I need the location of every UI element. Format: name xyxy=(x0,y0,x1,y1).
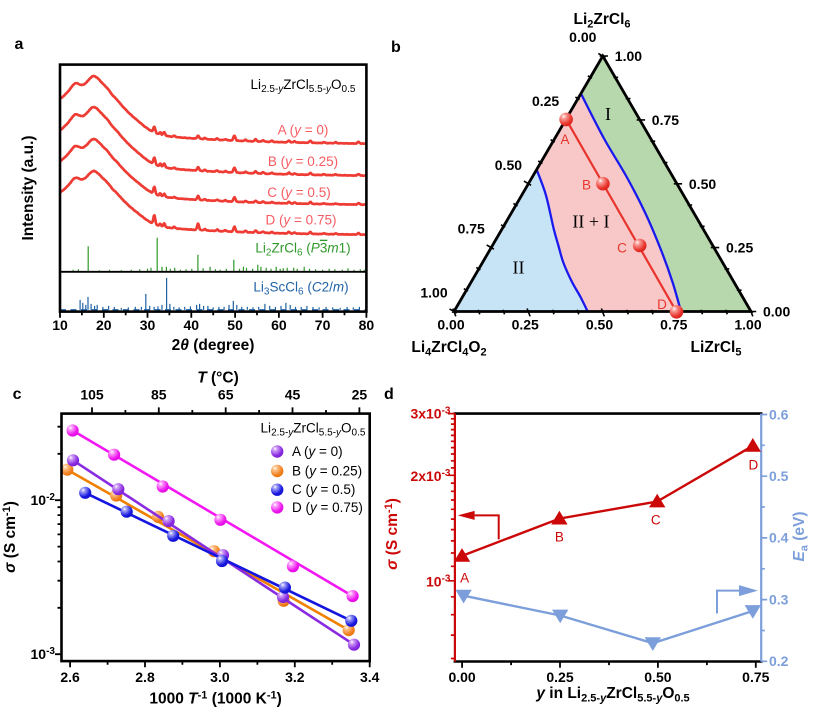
svg-text:σ (S cm-1): σ (S cm-1) xyxy=(383,498,401,570)
svg-text:d: d xyxy=(384,386,394,403)
svg-text:85: 85 xyxy=(151,387,167,403)
svg-text:D: D xyxy=(657,297,667,312)
svg-text:Li2ZrCl6 (P3m1): Li2ZrCl6 (P3m1) xyxy=(255,241,350,259)
svg-text:σ (S cm-1): σ (S cm-1) xyxy=(1,501,19,573)
svg-text:0.2: 0.2 xyxy=(769,653,789,669)
svg-text:D: D xyxy=(749,458,759,473)
svg-text:30: 30 xyxy=(140,317,156,333)
svg-text:Li3ScCl6 (C2/m): Li3ScCl6 (C2/m) xyxy=(253,280,348,298)
svg-text:0.50: 0.50 xyxy=(689,176,716,192)
svg-text:0.4: 0.4 xyxy=(769,530,789,546)
svg-text:105: 105 xyxy=(80,387,104,403)
svg-text:0.75: 0.75 xyxy=(652,112,679,128)
svg-text:Intensity (a.u.): Intensity (a.u.) xyxy=(20,135,37,240)
svg-text:B (y = 0.25): B (y = 0.25) xyxy=(292,464,362,479)
svg-text:0.50: 0.50 xyxy=(586,317,613,333)
svg-text:0.25: 0.25 xyxy=(512,317,539,333)
svg-text:1.00: 1.00 xyxy=(734,317,761,333)
svg-text:80: 80 xyxy=(359,317,375,333)
svg-text:0.25: 0.25 xyxy=(532,93,559,109)
svg-text:20: 20 xyxy=(96,317,112,333)
svg-text:A: A xyxy=(460,570,469,585)
svg-text:D (y = 0.75): D (y = 0.75) xyxy=(266,212,337,227)
svg-text:2.6: 2.6 xyxy=(60,669,80,685)
svg-text:50: 50 xyxy=(227,317,243,333)
svg-text:0.00: 0.00 xyxy=(437,317,464,333)
svg-text:10: 10 xyxy=(52,317,68,333)
svg-text:Li4ZrCl4O2: Li4ZrCl4O2 xyxy=(411,339,486,359)
svg-text:70: 70 xyxy=(315,317,331,333)
svg-text:B: B xyxy=(582,178,591,193)
svg-text:c: c xyxy=(13,386,22,403)
svg-text:0.25: 0.25 xyxy=(726,240,753,256)
svg-text:C: C xyxy=(617,241,627,256)
svg-text:65: 65 xyxy=(218,387,234,403)
svg-text:2x10-3: 2x10-3 xyxy=(410,468,450,484)
svg-text:10-3: 10-3 xyxy=(426,573,451,589)
svg-text:y in Li2.5-yZrCl5.5-yO0.5: y in Li2.5-yZrCl5.5-yO0.5 xyxy=(535,685,689,705)
svg-text:II + I: II + I xyxy=(572,212,609,232)
svg-text:0.00: 0.00 xyxy=(763,304,790,320)
svg-text:D (y = 0.75): D (y = 0.75) xyxy=(292,500,363,515)
svg-text:A: A xyxy=(560,132,569,147)
svg-text:3.0: 3.0 xyxy=(210,669,230,685)
svg-text:C (y = 0.5): C (y = 0.5) xyxy=(292,482,355,497)
svg-text:A (y = 0): A (y = 0) xyxy=(278,123,329,138)
svg-text:2.8: 2.8 xyxy=(135,669,155,685)
svg-text:C: C xyxy=(651,513,661,528)
svg-text:0.75: 0.75 xyxy=(742,669,769,685)
svg-text:10-2: 10-2 xyxy=(31,492,56,508)
svg-text:0.75: 0.75 xyxy=(458,221,485,237)
svg-text:0.00: 0.00 xyxy=(569,29,596,45)
svg-text:0.3: 0.3 xyxy=(769,591,789,607)
svg-text:3.2: 3.2 xyxy=(285,669,305,685)
svg-text:1000 T-1 (1000 K-1): 1000 T-1 (1000 K-1) xyxy=(149,690,281,708)
svg-text:3x10-3: 3x10-3 xyxy=(410,405,450,421)
svg-text:b: b xyxy=(391,39,401,56)
svg-text:40: 40 xyxy=(184,317,200,333)
svg-text:1.00: 1.00 xyxy=(420,285,447,301)
svg-text:A (y = 0): A (y = 0) xyxy=(292,444,343,459)
svg-text:C (y = 0.5): C (y = 0.5) xyxy=(267,185,330,200)
svg-text:45: 45 xyxy=(285,387,301,403)
svg-text:3.4: 3.4 xyxy=(360,669,380,685)
svg-text:Li2ZrCl6: Li2ZrCl6 xyxy=(573,11,630,31)
svg-text:0.6: 0.6 xyxy=(769,406,789,422)
svg-text:LiZrCl5: LiZrCl5 xyxy=(691,339,742,359)
svg-text:a: a xyxy=(15,36,24,53)
svg-text:0.75: 0.75 xyxy=(660,317,687,333)
svg-text:T (°C): T (°C) xyxy=(197,370,239,387)
svg-text:10-3: 10-3 xyxy=(31,646,56,662)
svg-text:60: 60 xyxy=(271,317,287,333)
svg-text:II: II xyxy=(513,258,525,278)
svg-text:Ea (eV): Ea (eV) xyxy=(791,511,811,561)
svg-text:Li2.5-yZrCl5.5-yO0.5: Li2.5-yZrCl5.5-yO0.5 xyxy=(261,421,366,439)
svg-text:Li2.5-yZrCl5.5-yO0.5: Li2.5-yZrCl5.5-yO0.5 xyxy=(251,77,356,95)
svg-text:0.25: 0.25 xyxy=(546,669,573,685)
svg-text:25: 25 xyxy=(352,387,368,403)
svg-text:B: B xyxy=(555,530,564,545)
svg-text:0.00: 0.00 xyxy=(448,669,475,685)
svg-text:0.50: 0.50 xyxy=(495,157,522,173)
svg-text:2θ (degree): 2θ (degree) xyxy=(172,337,255,354)
svg-text:0.50: 0.50 xyxy=(644,669,671,685)
svg-text:B (y = 0.25): B (y = 0.25) xyxy=(268,154,338,169)
svg-text:I: I xyxy=(605,104,611,124)
svg-text:1.00: 1.00 xyxy=(615,48,642,64)
svg-text:0.5: 0.5 xyxy=(769,468,789,484)
